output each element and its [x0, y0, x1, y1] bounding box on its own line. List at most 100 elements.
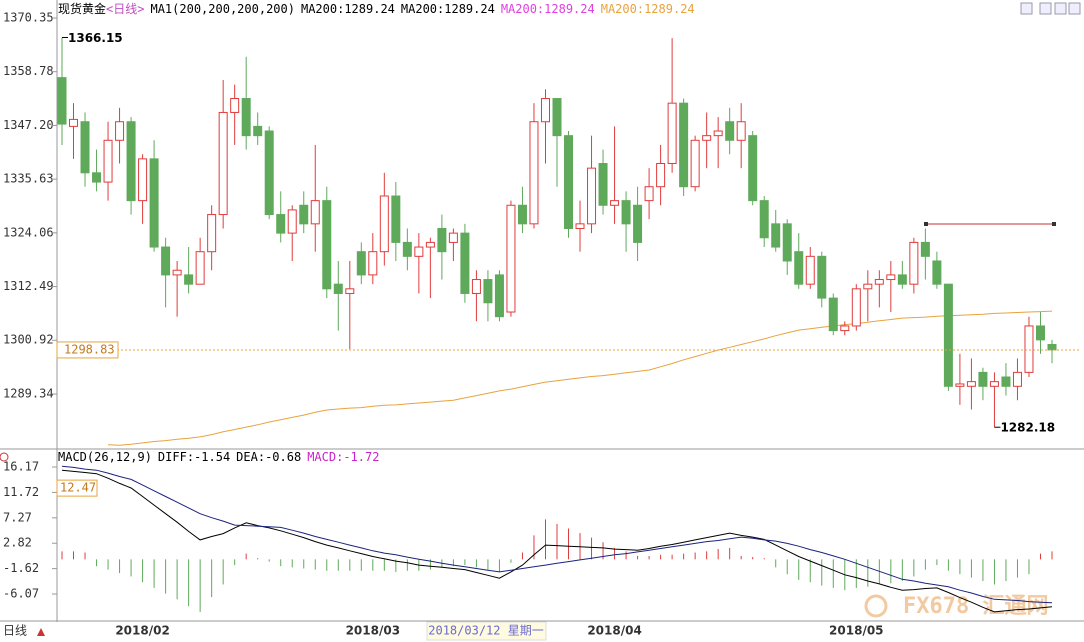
candle-body: [80, 121, 90, 174]
candle-body: [828, 297, 838, 332]
legend-entry: MACD:-1.72: [307, 450, 380, 464]
period-label[interactable]: 日线: [3, 624, 27, 638]
candle-body: [621, 200, 631, 225]
candle-body: [172, 269, 182, 276]
watermark: FX678 汇通网: [903, 594, 1048, 619]
period[interactable]: <日线>: [106, 2, 145, 16]
moving-average: [107, 310, 1053, 446]
candle-body: [138, 158, 148, 202]
candle-body: [955, 383, 965, 387]
candle-body: [414, 246, 424, 257]
instrument: 现货黄金: [58, 2, 107, 16]
candle-body: [817, 255, 827, 299]
y-tick-label: 1300.92: [3, 333, 54, 347]
candle-body: [782, 223, 792, 262]
candle-body: [540, 98, 550, 123]
candle-body: [1047, 344, 1057, 351]
candle-body: [759, 200, 769, 239]
candle-body: [207, 214, 217, 253]
x-tick-label: 2018/04: [587, 624, 641, 638]
indicator-icon[interactable]: [0, 452, 9, 462]
candle-body: [126, 121, 136, 202]
candle-body: [587, 167, 597, 225]
legend-entry: DIFF:-1.54: [157, 450, 231, 464]
y-tick-label: -6.07: [3, 587, 39, 601]
x-tick-label: 2018/03: [346, 624, 400, 638]
candle-body: [103, 139, 113, 183]
candle-body: [299, 204, 309, 225]
y-tick-label: 1347.20: [3, 118, 54, 132]
candle-body: [425, 241, 435, 248]
button[interactable]: [1039, 2, 1052, 15]
cursor-label: 2018/03/12 星期一: [428, 624, 543, 638]
axis-value-box: [56, 479, 98, 497]
legend: DIFF:-1.54 DEA:-0.68 MACD:-1.72: [158, 449, 380, 465]
price-header: 现货黄金 <日线> MA1(200,200,200,200) MA200:128…: [58, 1, 695, 17]
candle-body: [402, 241, 412, 257]
candle-body: [552, 98, 562, 137]
candle-body: [253, 125, 263, 137]
candle-body: [771, 223, 781, 248]
candle-body: [886, 274, 896, 281]
candle-body: [368, 251, 378, 276]
y-tick-label: 1312.49: [3, 279, 54, 293]
button[interactable]: [1054, 2, 1067, 15]
button[interactable]: [1020, 2, 1033, 15]
button[interactable]: [1068, 2, 1081, 15]
legend-entry: DEA:-0.68: [236, 450, 302, 464]
y-tick-label: 1289.34: [3, 386, 54, 400]
candle-body: [874, 279, 884, 285]
candle-body: [218, 111, 228, 216]
candle-body: [69, 118, 79, 127]
legend: MA200:1289.24 MA200:1289.24 MA200:1289.24 M…: [301, 1, 695, 17]
candle-body: [1035, 325, 1045, 341]
candle-body: [598, 163, 608, 206]
candle-body: [897, 274, 907, 285]
candle-body: [345, 288, 355, 294]
candle-body: [794, 251, 804, 285]
macd-line: [61, 465, 1053, 604]
y-tick-label: 1324.06: [3, 225, 54, 239]
candle-body: [863, 283, 873, 290]
candle-body: [978, 371, 988, 387]
candle-body: [241, 98, 251, 137]
candle-body: [529, 121, 539, 225]
x-tick-label: 2018/05: [829, 624, 883, 638]
candle-body: [989, 381, 999, 387]
candle-body: [690, 139, 700, 188]
period-arrow[interactable]: [37, 628, 45, 636]
candle-body: [1024, 325, 1034, 373]
candle-body: [679, 102, 689, 188]
candle-body: [494, 274, 504, 318]
candle-body: [909, 241, 919, 285]
y-tick-label: 1335.63: [3, 172, 54, 186]
candle-body: [633, 204, 643, 243]
last-price-box: [56, 341, 119, 359]
candle-body: [115, 121, 125, 141]
candle-body: [932, 260, 942, 285]
candle-body: [230, 98, 240, 113]
y-tick-label: 16.17: [3, 459, 39, 473]
candle-body: [564, 135, 574, 229]
candle-body: [92, 172, 102, 183]
candle-body: [448, 232, 458, 243]
y-tick-label: 7.27: [3, 510, 32, 524]
candle-body: [656, 163, 666, 188]
drawn-handle: [924, 222, 928, 226]
macd-line: [61, 469, 1053, 613]
legend-entry: MA200:1289.24: [600, 2, 695, 16]
legend-entry: MA200:1289.24: [300, 2, 395, 16]
y-tick-label: -1.62: [3, 561, 39, 575]
window-buttons[interactable]: [1020, 2, 1081, 15]
indicator-name: MACD(26,12,9): [58, 450, 152, 464]
legend-entry: MA200:1289.24: [500, 2, 595, 16]
candle-body: [483, 279, 493, 304]
y-tick-label: 2.82: [3, 536, 32, 550]
candle-body: [644, 186, 654, 202]
candle-body: [840, 325, 850, 332]
candle-body: [713, 130, 723, 137]
x-tick-label: 2018/02: [115, 624, 169, 638]
candle-body: [1001, 376, 1011, 387]
candle-body: [748, 135, 758, 202]
candle-body: [702, 135, 712, 141]
